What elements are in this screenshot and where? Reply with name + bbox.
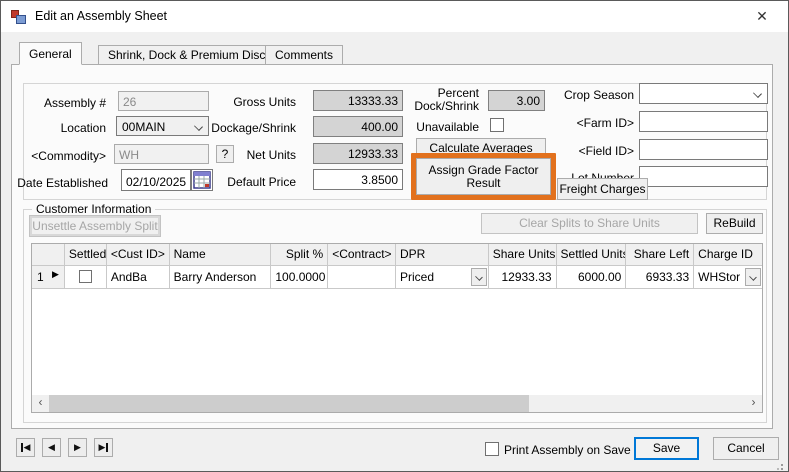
header-charge-id[interactable]: Charge ID [694, 244, 762, 266]
header-share-left[interactable]: Share Left [626, 244, 695, 266]
gross-units-label: Gross Units [233, 95, 296, 109]
unavailable-checkbox[interactable] [490, 118, 504, 132]
unsettle-assembly-split-button: Unsettle Assembly Split [29, 215, 161, 237]
share-left-cell[interactable]: 6933.33 [626, 266, 695, 289]
assembly-number-label: Assembly # [43, 96, 106, 110]
header-split-pct[interactable]: Split % [271, 244, 329, 266]
assign-grade-factor-result-button[interactable]: Assign Grade Factor Result [416, 158, 551, 195]
field-id-field[interactable] [639, 139, 768, 160]
date-established-label: Date Established [17, 176, 108, 190]
assembly-number-field: 26 [118, 91, 209, 111]
percent-dock-shrink-field: 3.00 [488, 90, 545, 111]
name-cell[interactable]: Barry Anderson [169, 266, 272, 289]
header-name[interactable]: Name [169, 244, 272, 266]
nav-previous-icon: ◀ [48, 442, 55, 452]
split-pct-cell[interactable]: 100.0000 [271, 266, 329, 289]
percent-dock-shrink-label: Percent Dock/Shrink [414, 86, 479, 113]
nav-last-button[interactable]: ▶ [94, 438, 113, 457]
table-row[interactable]: 1 ▶ AndBa Barry Anderson 100.0000 Priced… [32, 266, 762, 289]
header-contract[interactable]: <Contract> [328, 244, 396, 266]
net-units-field: 12933.33 [313, 143, 403, 164]
row-pointer-icon: ▶ [52, 269, 59, 279]
nav-next-icon: ▶ [74, 442, 81, 452]
settled-checkbox[interactable] [78, 270, 92, 283]
title-bar: Edit an Assembly Sheet ✕ [1, 1, 788, 32]
tab-comments[interactable]: Comments [265, 45, 344, 65]
default-price-field[interactable]: 3.8500 [313, 169, 403, 190]
cancel-button[interactable]: Cancel [713, 437, 779, 460]
unavailable-label: Unavailable [416, 120, 479, 134]
contract-cell[interactable] [328, 266, 396, 289]
share-units-cell[interactable]: 12933.33 [488, 266, 557, 289]
location-select[interactable]: 00MAIN [116, 116, 209, 136]
resize-grip[interactable] [781, 464, 783, 466]
scrollbar-thumb[interactable] [49, 395, 529, 412]
settled-cell[interactable] [64, 266, 107, 289]
net-units-label: Net Units [246, 148, 296, 162]
lot-number-field[interactable] [639, 166, 768, 187]
header-share-units[interactable]: Share Units [488, 244, 557, 266]
date-established-field[interactable]: 02/10/2025 [121, 169, 191, 191]
farm-id-label: <Farm ID> [576, 116, 634, 130]
gross-units-field: 13333.33 [313, 90, 403, 111]
commodity-field: WH [114, 144, 209, 164]
customer-splits-table: Settled <Cust ID> Name Split % <Contract… [31, 243, 763, 413]
field-id-label: <Field ID> [578, 144, 634, 158]
header-dpr[interactable]: DPR [396, 244, 489, 266]
tab-general[interactable]: General [19, 42, 82, 65]
window-title: Edit an Assembly Sheet [35, 9, 168, 23]
scroll-left-icon[interactable]: ‹ [38, 395, 43, 409]
nav-previous-button[interactable]: ◀ [42, 438, 61, 457]
nav-next-button[interactable]: ▶ [68, 438, 87, 457]
nav-last-icon: ▶ [98, 442, 106, 452]
chevron-down-icon [194, 122, 203, 131]
table-header-row: Settled <Cust ID> Name Split % <Contract… [32, 244, 762, 266]
chevron-down-icon [474, 273, 483, 281]
freight-charges-button[interactable]: Freight Charges [557, 178, 648, 200]
charge-id-dropdown-button[interactable] [744, 268, 761, 286]
clear-splits-to-share-units-button: Clear Splits to Share Units [481, 213, 698, 234]
cust-id-cell[interactable]: AndBa [106, 266, 170, 289]
dpr-cell[interactable]: Priced [396, 266, 489, 289]
crop-season-select[interactable] [639, 83, 768, 104]
header-settled[interactable]: Settled [64, 244, 107, 266]
save-button[interactable]: Save [634, 437, 699, 460]
row-number: 1 [37, 270, 44, 284]
nav-first-button[interactable]: ◀ [16, 438, 35, 457]
dpr-dropdown-button[interactable] [470, 268, 487, 286]
print-assembly-on-save-label: Print Assembly on Save [504, 443, 631, 457]
tab-shrink-dock-premium-discount[interactable]: Shrink, Dock & Premium Discount [98, 45, 299, 65]
close-icon[interactable]: ✕ [756, 8, 768, 24]
highlight-annotation: Assign Grade Factor Result [411, 153, 556, 200]
settled-units-cell[interactable]: 6000.00 [556, 266, 627, 289]
location-label: Location [60, 121, 106, 135]
default-price-label: Default Price [227, 175, 296, 189]
nav-first-icon: ◀ [23, 442, 31, 452]
calendar-icon [193, 171, 211, 189]
charge-id-cell[interactable]: WHStor [694, 266, 762, 289]
header-row-selector [32, 244, 65, 266]
dockage-shrink-field: 400.00 [313, 116, 403, 137]
app-icon [11, 9, 27, 25]
calendar-picker-button[interactable] [191, 169, 213, 191]
customer-information-group: Customer Information [23, 202, 767, 423]
chevron-down-icon [753, 89, 762, 98]
customer-information-title: Customer Information [32, 202, 156, 216]
print-assembly-on-save-checkbox[interactable] [485, 442, 499, 456]
header-settled-units[interactable]: Settled Units [556, 244, 627, 266]
row-selector-cell[interactable]: 1 ▶ [32, 266, 65, 289]
header-cust-id[interactable]: <Cust ID> [106, 244, 170, 266]
dockage-shrink-label: Dockage/Shrink [211, 121, 296, 135]
rebuild-button[interactable]: ReBuild [706, 213, 763, 234]
scroll-right-icon[interactable]: › [751, 395, 756, 409]
chevron-down-icon [749, 273, 757, 281]
commodity-label: <Commodity> [31, 149, 106, 163]
horizontal-scrollbar[interactable]: ‹ › [32, 395, 762, 412]
crop-season-label: Crop Season [563, 88, 634, 102]
farm-id-field[interactable] [639, 111, 768, 132]
commodity-help-button[interactable]: ? [216, 145, 234, 163]
